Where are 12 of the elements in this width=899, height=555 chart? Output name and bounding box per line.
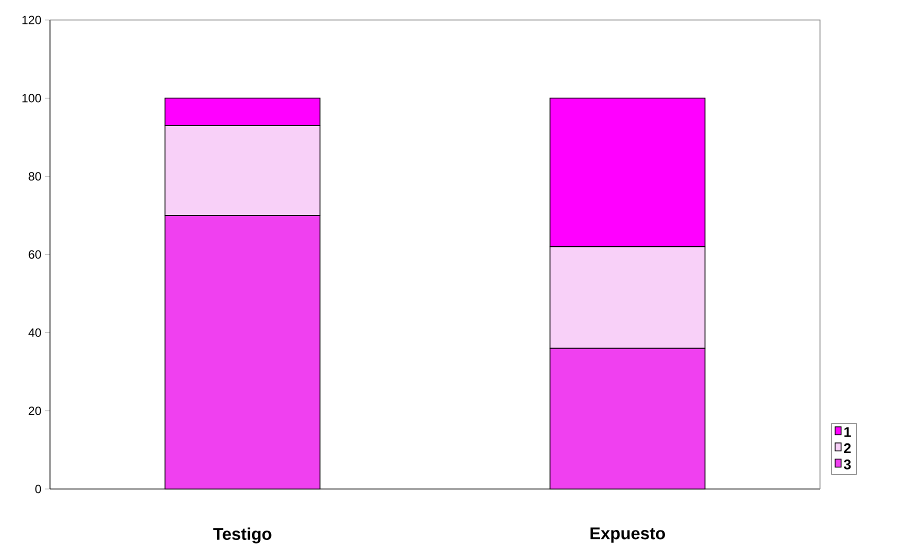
y-tick-label: 40: [28, 328, 42, 337]
legend-label: 1: [844, 427, 851, 437]
y-tick-label: 20: [28, 406, 42, 416]
x-tick-label: Expuesto: [590, 528, 665, 543]
y-tick-label: 100: [22, 94, 42, 102]
y-tick-label: 80: [28, 172, 42, 181]
legend-label: 2: [844, 443, 851, 454]
y-tick-label: 0: [35, 484, 42, 494]
legend-label: 3: [844, 460, 851, 470]
x-tick-label: Testigo: [213, 528, 272, 544]
y-tick-label: 120: [22, 16, 42, 24]
y-tick-label: 60: [28, 250, 42, 259]
